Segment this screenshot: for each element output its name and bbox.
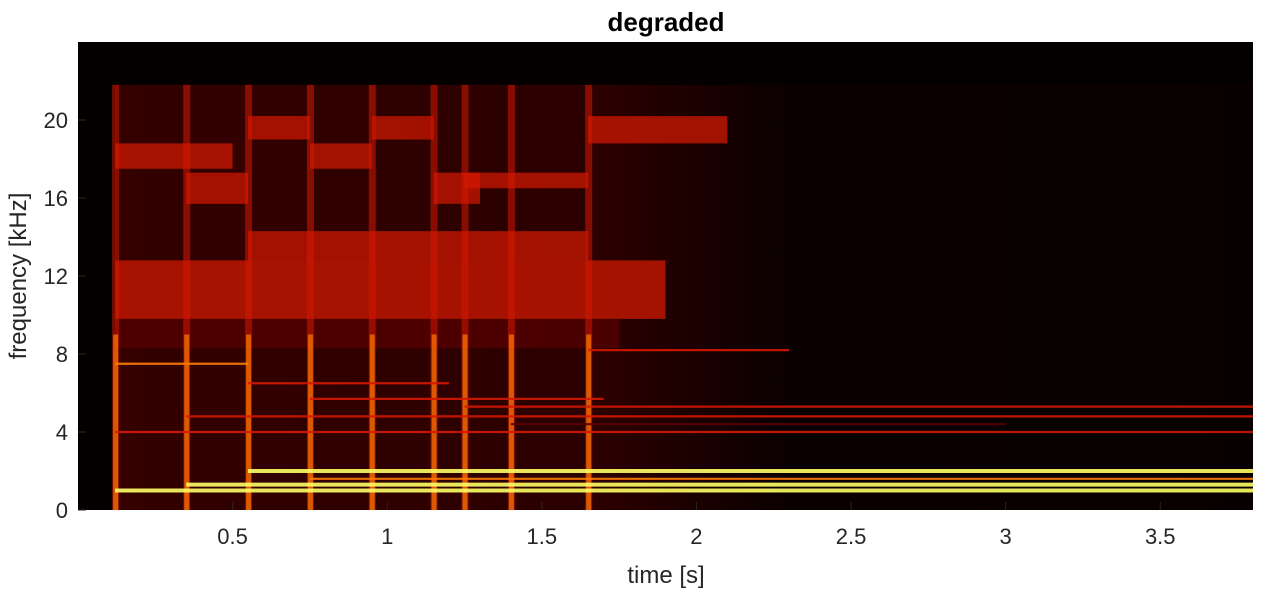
energy-band xyxy=(115,318,620,349)
x-tick-label: 2 xyxy=(690,524,702,549)
energy-band xyxy=(115,260,666,319)
y-axis-label: frequency [kHz] xyxy=(5,193,32,360)
onset-core xyxy=(462,334,468,510)
energy-band xyxy=(186,172,249,204)
onset-core xyxy=(431,334,437,510)
energy-band xyxy=(464,172,589,189)
onset-core xyxy=(508,334,514,510)
x-tick-label: 3.5 xyxy=(1145,524,1176,549)
onset-core xyxy=(246,334,252,510)
onset-transient xyxy=(183,84,191,511)
onset-transient xyxy=(245,84,253,511)
onset-transient xyxy=(461,84,469,511)
energy-band xyxy=(115,143,233,169)
onset-core xyxy=(369,334,375,510)
onset-transient xyxy=(112,84,120,511)
y-axis: 0 4 8 12 16 20 xyxy=(44,108,86,523)
onset-core xyxy=(307,334,313,510)
onset-transient xyxy=(507,84,515,511)
x-tick-label: 0.5 xyxy=(217,524,248,549)
y-tick-label: 16 xyxy=(44,186,68,211)
chart-title: degraded xyxy=(607,7,724,37)
x-tick-label: 3 xyxy=(1000,524,1012,549)
plot-area xyxy=(78,42,1254,511)
spectrogram-image xyxy=(112,84,1254,511)
y-tick-label: 12 xyxy=(44,264,68,289)
onset-transient xyxy=(368,84,376,511)
energy-band xyxy=(309,143,372,169)
onset-core xyxy=(586,334,592,510)
x-tick-label: 1 xyxy=(381,524,393,549)
energy-band xyxy=(588,116,728,144)
energy-band xyxy=(248,116,310,140)
y-tick-label: 0 xyxy=(56,498,68,523)
energy-band xyxy=(371,116,434,140)
onset-core xyxy=(184,334,190,510)
y-tick-label: 4 xyxy=(56,420,68,445)
x-axis: 0.5 1 1.5 2 2.5 3 3.5 xyxy=(217,502,1176,549)
onset-transient xyxy=(585,84,593,511)
energy-band xyxy=(248,231,589,261)
x-axis-label: time [s] xyxy=(627,562,704,589)
x-tick-label: 2.5 xyxy=(836,524,867,549)
x-tick-label: 1.5 xyxy=(527,524,558,549)
onset-transient xyxy=(430,84,438,511)
onset-core xyxy=(113,334,119,510)
y-tick-label: 20 xyxy=(44,108,68,133)
onset-transient xyxy=(306,84,314,511)
y-tick-label: 8 xyxy=(56,342,68,367)
